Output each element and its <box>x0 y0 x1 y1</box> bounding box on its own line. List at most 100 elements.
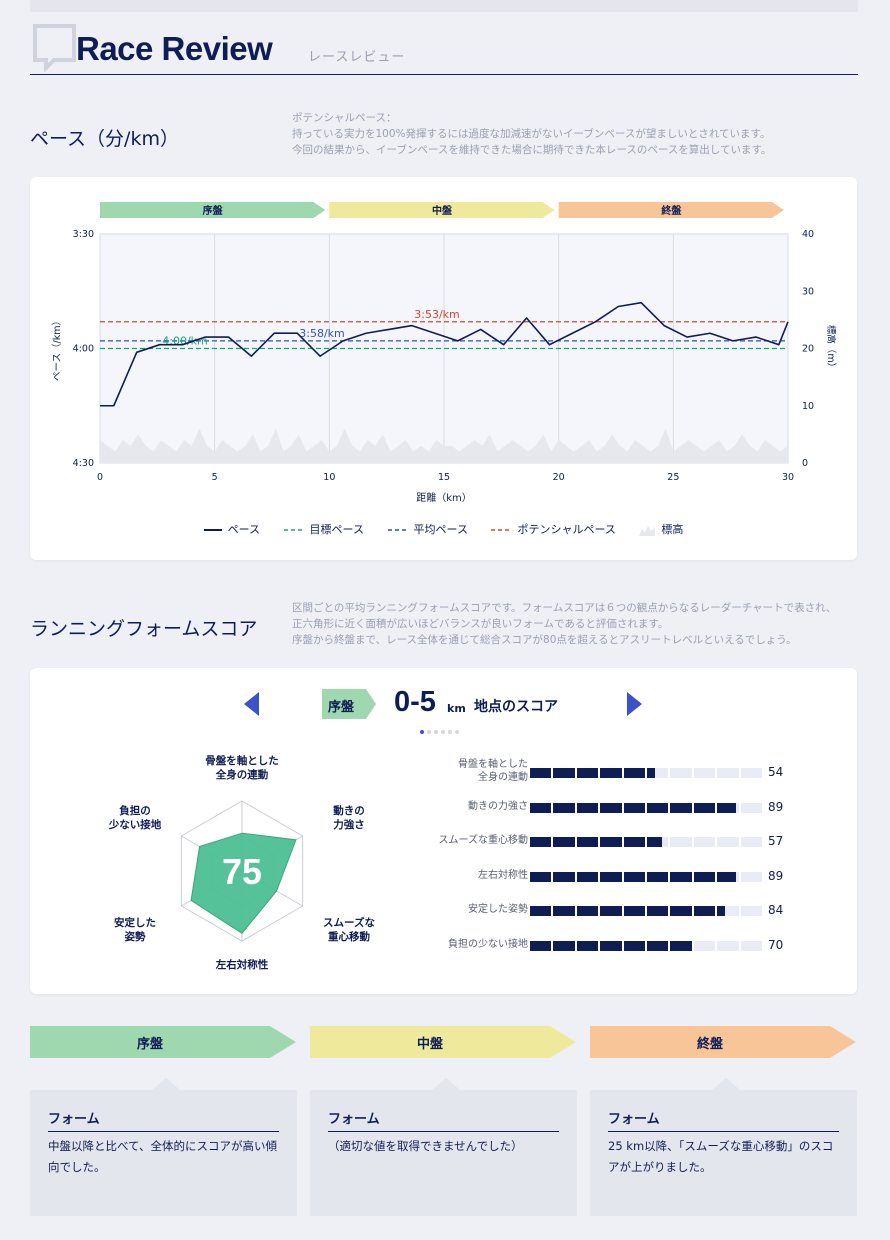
y-left-axis-label: ペース（/km） <box>51 316 63 381</box>
page-subtitle: レースレビュー <box>308 50 406 65</box>
phase-tag-label: 序盤 <box>328 700 355 715</box>
score-bar-segment <box>740 940 762 951</box>
score-bar-fill <box>717 802 737 813</box>
score-bar-row: 骨盤を軸とした 全身の連動 54 <box>420 758 810 788</box>
score-bar-segment <box>693 940 716 951</box>
score-bar-segment <box>740 871 762 882</box>
score-bar-fill <box>530 906 552 916</box>
score-bar-fill <box>576 940 599 951</box>
score-bar-track <box>530 871 762 882</box>
top-bar <box>30 0 858 12</box>
comment-text: 25 km以降、「スムーズな重心移動」のスコアが上がりました。 <box>608 1139 834 1174</box>
pager-dot <box>427 730 431 734</box>
score-bar-segment <box>740 768 762 778</box>
y-right-tick-label: 20 <box>802 344 814 355</box>
legend-item-elevation: 標高 <box>639 521 683 537</box>
form-section-title: ランニングフォームスコア <box>30 618 258 640</box>
score-bar-label: 安定した姿勢 <box>468 904 528 915</box>
score-range: 0-5 <box>394 686 436 718</box>
score-bar-fill <box>530 940 552 951</box>
legend-item-average: 平均ペース <box>387 521 468 537</box>
score-bar-label: 左右対称性 <box>478 869 528 881</box>
score-bar-fill <box>530 768 552 778</box>
phase-arrow-shape <box>30 1026 296 1058</box>
pager-dot <box>420 730 424 734</box>
score-bar-fill <box>693 906 716 916</box>
score-bar-fill <box>693 871 716 882</box>
legend-item-potential: ポテンシャルペース <box>491 521 616 537</box>
y-left-tick-label: 3:30 <box>73 229 94 240</box>
pager-dot <box>455 730 459 734</box>
score-bar-fill <box>600 802 622 813</box>
score-bar-fill <box>576 906 599 916</box>
score-bar-segment <box>670 768 692 778</box>
score-bar-fill <box>530 837 552 847</box>
score-bar-fill <box>623 871 645 882</box>
score-bar-fill <box>530 802 552 813</box>
y-right-tick-label: 40 <box>802 229 814 240</box>
score-bar-fill <box>623 940 645 951</box>
score-bar-fill <box>530 871 552 882</box>
legend-label: ペース <box>227 523 261 536</box>
y-right-tick-label: 10 <box>802 401 814 412</box>
phase-label: 終盤 <box>661 204 682 217</box>
x-axis-label: 距離（km） <box>416 491 472 504</box>
phase-arrow <box>329 202 555 218</box>
total-score: 75 <box>222 851 262 892</box>
score-bar-fill <box>670 940 692 951</box>
phase-comment-box: フォーム （適切な値を取得できませんでした） <box>310 1078 577 1216</box>
score-bar-segment <box>717 768 739 778</box>
form-desc-line: 区間ごとの平均ランニングフォームスコアです。フォームスコアは６つの観点からなるレ… <box>292 602 837 614</box>
score-bar-row: 左右対称性 89 <box>420 862 810 892</box>
score-bar-row: スムーズな重心移動 57 <box>420 827 810 857</box>
phase-label: 序盤 <box>203 204 224 217</box>
score-bar-row: 負担の少ない接地 70 <box>420 931 810 961</box>
score-bar-fill <box>600 768 622 778</box>
comment-notch <box>432 1078 460 1090</box>
next-arrow-icon[interactable] <box>626 692 642 716</box>
score-bar-segment <box>740 802 762 813</box>
form-section-description: 区間ごとの平均ランニングフォームスコアです。フォームスコアは６つの観点からなるレ… <box>292 600 836 648</box>
score-bar-value: 89 <box>768 868 784 883</box>
radar-label: 少ない接地 <box>108 818 162 831</box>
prev-arrow-icon[interactable] <box>244 692 260 716</box>
legend-item-pace: ペース <box>203 521 261 537</box>
score-bar-label: スムーズな重心移動 <box>438 835 529 846</box>
comment-notch <box>152 1078 180 1090</box>
score-bar-fill <box>600 871 622 882</box>
pager-dot <box>434 730 438 734</box>
bottom-phase-label: 終盤 <box>696 1037 723 1052</box>
legend-label: ポテンシャルペース <box>517 523 616 536</box>
radar-label: 安定した <box>114 916 156 929</box>
radar-label: 姿勢 <box>125 930 146 943</box>
bottom-phase-arrow: 終盤 <box>590 1026 858 1058</box>
radar-label: 骨盤を軸とした <box>205 754 279 767</box>
radar-label: 力強さ <box>333 818 365 831</box>
comment-notch <box>712 1078 740 1090</box>
score-bar-row: 安定した姿勢 84 <box>420 896 810 926</box>
score-bar-label: 動きの力強さ <box>468 800 528 812</box>
x-tick-label: 0 <box>97 472 103 483</box>
pace-chart-legend: ペース 目標ペース 平均ペース ポテンシャルペース 標高 <box>30 521 857 537</box>
score-bar-fill <box>717 871 737 882</box>
x-tick-label: 30 <box>782 472 794 483</box>
score-card-header: 序盤 0-5 km 地点のスコア <box>30 684 857 724</box>
score-unit: km <box>447 702 466 715</box>
score-bar-fill <box>647 940 669 951</box>
bottom-phase-label: 中盤 <box>416 1037 443 1052</box>
score-bar-segment <box>740 837 762 847</box>
score-bar-value: 89 <box>768 799 784 814</box>
phase-arrow <box>558 202 784 218</box>
x-tick-label: 10 <box>323 472 335 483</box>
pace-chart-card: 序盤 中盤 終盤 3:53/km 3:58/km 4:00/km 0 5 10 15 20 25 30 距… <box>30 177 857 560</box>
form-score-card: 序盤 0-5 km 地点のスコア 75 骨盤を軸とした 全身の連動 動きの 力強さ スムー… <box>30 668 857 994</box>
score-bar-fill <box>553 768 575 778</box>
comment-text: （適切な値を取得できませんでした） <box>328 1139 523 1153</box>
score-bar-segment <box>717 837 739 847</box>
radar-label: スムーズな <box>323 916 375 929</box>
radar-label: 左右対称性 <box>215 958 269 971</box>
score-bar-segment <box>740 906 762 916</box>
phase-comment-box: フォーム 中盤以降と比べて、全体的にスコアが高い傾向でした。 <box>30 1078 297 1216</box>
score-bar-fill <box>670 906 692 916</box>
score-bar-track <box>530 768 762 778</box>
